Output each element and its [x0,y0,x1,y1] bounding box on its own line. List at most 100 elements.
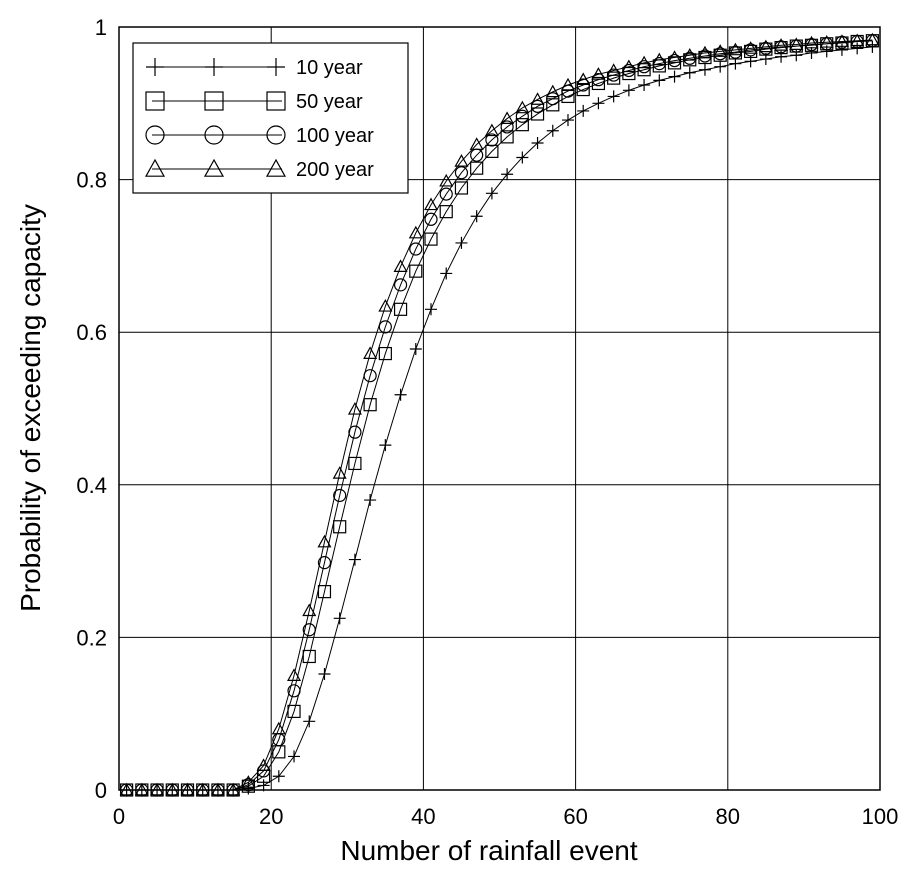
y-axis-title: Probability of exceeding capacity [15,204,46,612]
data-point-50-year [622,66,636,81]
data-point-100-year [683,51,697,65]
data-point-200-year [789,37,804,50]
data-point-50-year [515,118,529,132]
series-line-50-year [126,40,873,790]
data-point-50-year [470,161,484,175]
plot-frame [118,26,881,791]
legend-marker-100-year [145,125,165,145]
legend-label-200-year: 200 year [296,159,374,181]
data-point-50-year [591,76,606,91]
data-point-100-year [515,109,529,123]
y-tick-label: 0.4 [76,473,107,498]
data-point-100-year [561,84,575,98]
data-point-10-year [470,210,483,223]
data-point-100-year [393,278,408,292]
data-point-100-year [333,488,347,503]
legend-label-10-year: 10 year [296,57,363,79]
data-point-10-year [409,342,422,355]
x-tick-labels: 0 20 40 60 80 100 [113,804,898,829]
legend-marker-100-year [204,125,224,145]
data-point-50-year [454,181,469,195]
data-point-200-year [713,44,728,57]
data-point-100-year [348,425,362,439]
data-point-100-year [728,45,743,59]
data-point-10-year [516,151,529,164]
data-point-100-year [363,369,377,383]
data-point-10-year [379,439,392,452]
data-point-10-year [531,136,544,149]
data-point-200-year [393,259,408,272]
data-point-200-year [819,35,834,48]
data-point-50-year [546,98,560,112]
data-point-10-year [805,46,818,59]
data-point-200-year [576,72,591,86]
data-point-10-year [653,74,666,87]
data-point-50-year [317,585,332,599]
data-point-100-year [530,99,545,113]
legend-marker-50-year [204,91,224,111]
x-tick-label: 0 [113,804,125,829]
data-point-10-year [592,97,605,110]
x-tick-label: 100 [862,804,899,829]
data-point-200-year [530,92,545,105]
data-point-200-year [865,32,880,46]
data-point-200-year [850,33,865,47]
legend-marker-10-year [205,58,223,76]
data-point-50-year [500,130,514,144]
data-point-10-year [790,49,803,62]
data-point-50-year [530,107,545,121]
data-point-50-year [393,302,408,316]
data-point-10-year [607,90,620,103]
data-point-10-year [698,63,711,76]
data-point-50-year [424,232,438,246]
x-tick-label: 40 [411,804,435,829]
legend-box [132,42,409,194]
data-point-100-year [667,53,682,68]
y-tick-label: 0.8 [76,168,107,193]
data-point-200-year [363,346,378,359]
data-point-200-year [332,466,347,479]
data-point-200-year [515,100,530,114]
data-point-10-year [364,494,377,507]
x-tick-label: 80 [716,804,740,829]
data-point-10-year [622,84,635,97]
data-point-200-year [469,137,484,150]
data-point-50-year [561,89,575,104]
data-point-200-year [728,42,743,56]
data-point-100-year [454,166,469,180]
data-point-50-year [576,82,590,97]
data-point-100-year [409,242,423,256]
data-point-200-year [439,173,454,187]
data-point-100-year [317,556,332,570]
data-point-200-year [545,84,560,98]
data-point-50-year [302,649,316,664]
data-point-200-year [347,402,362,415]
data-point-100-year [774,40,788,54]
data-point-10-year [333,612,346,625]
data-point-100-year [424,212,438,226]
legend-marker-200-year [144,158,166,177]
data-point-50-year [439,205,453,219]
data-point-100-year [546,92,560,106]
legend-marker-10-year [146,58,164,76]
data-point-10-year [272,770,285,783]
data-point-200-year [834,34,849,47]
data-point-200-year [287,668,302,681]
x-tick-label: 20 [259,804,283,829]
data-point-200-year [454,154,469,167]
data-point-200-year [484,123,499,137]
data-point-50-year [607,71,621,85]
data-point-100-year [744,43,758,57]
data-point-200-year [667,50,682,63]
data-point-100-year [439,187,453,201]
data-point-50-year [378,346,392,361]
legend-marker-50-year [145,91,165,111]
data-point-50-year [348,456,362,471]
data-point-200-year [804,35,819,49]
data-point-10-year [394,388,407,401]
data-point-200-year [271,721,286,735]
legend-marker-200-year [203,158,225,177]
y-tick-labels: 0 0.2 0.4 0.6 0.8 1 [76,15,107,803]
data-point-10-year [683,66,696,79]
data-point-200-year [682,47,697,61]
